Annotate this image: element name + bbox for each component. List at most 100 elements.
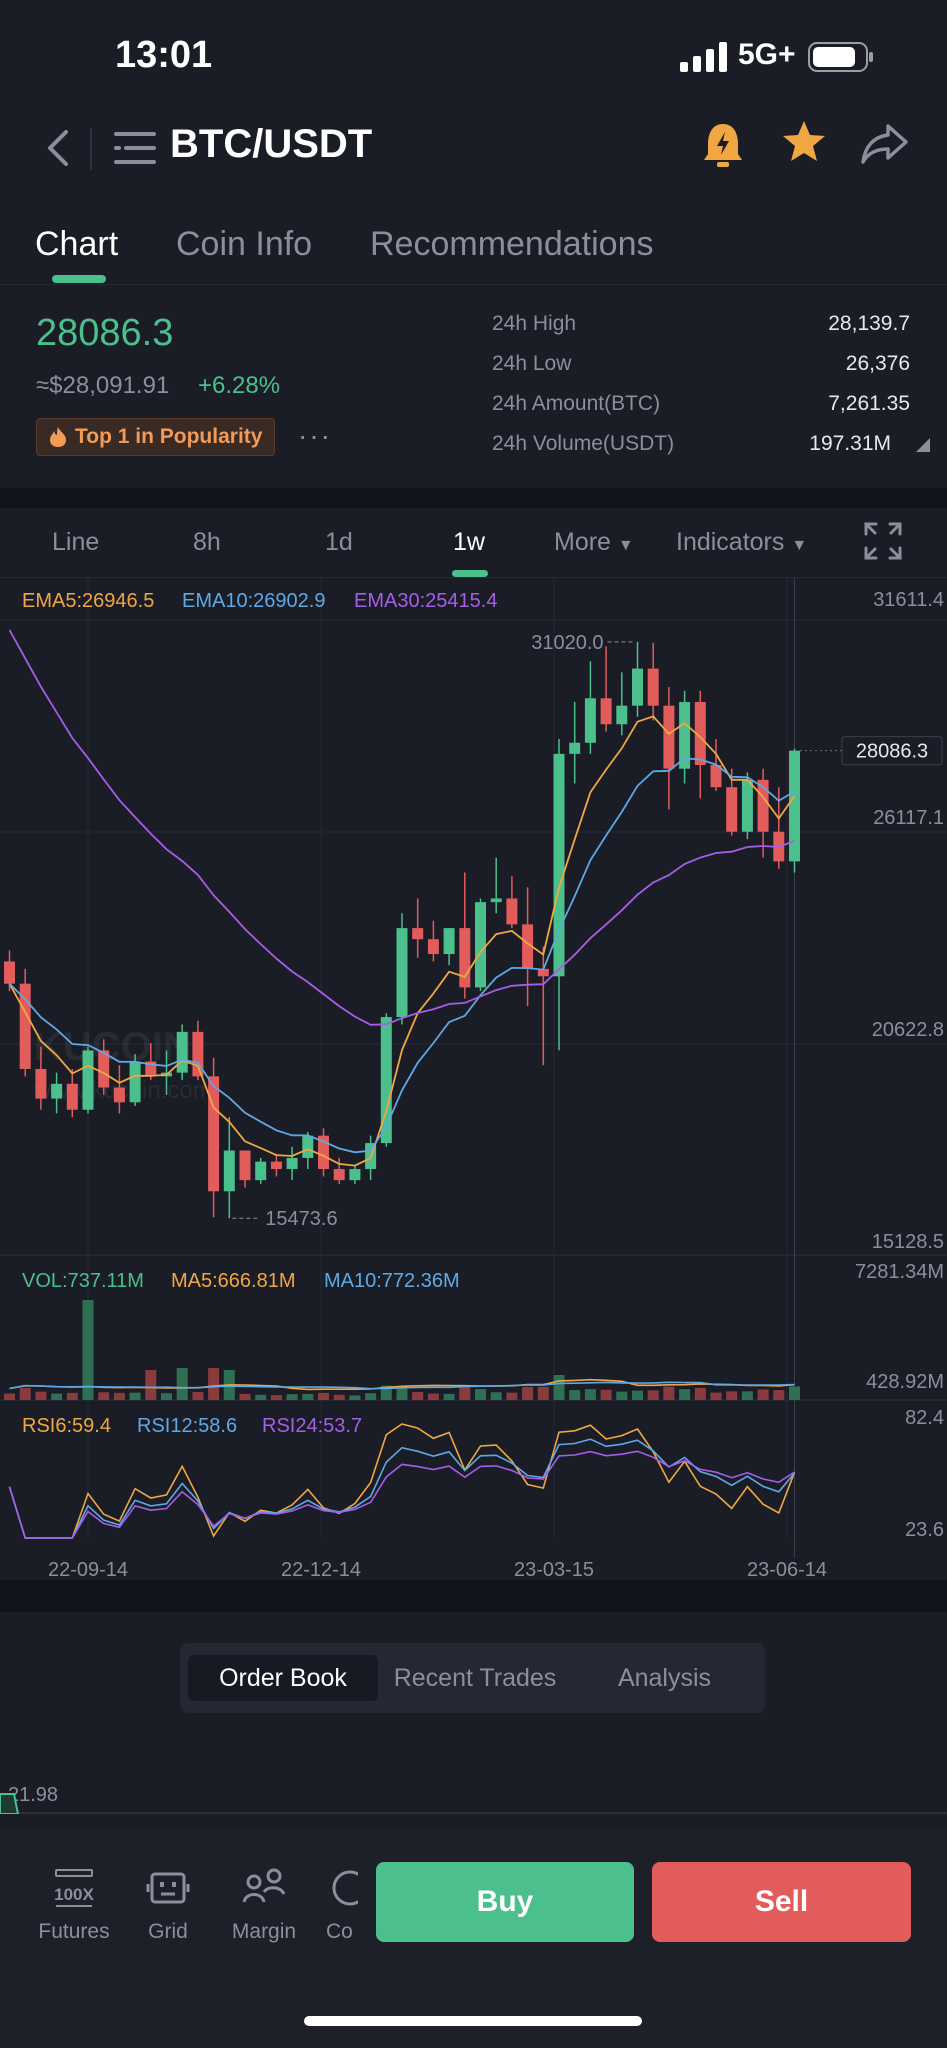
- nav-more[interactable]: Co: [318, 1866, 358, 1944]
- interval-8h[interactable]: 8h: [193, 528, 221, 556]
- volume-bar: [286, 1394, 298, 1400]
- fullscreen-icon[interactable]: [864, 522, 902, 560]
- vol-ma10-line: [9, 1381, 795, 1390]
- nav-grid[interactable]: Grid: [128, 1866, 208, 1944]
- rsi24-legend: RSI24:53.7: [262, 1415, 363, 1437]
- candle: [192, 1031, 204, 1077]
- tab-recent-trades[interactable]: Recent Trades: [393, 1663, 557, 1692]
- candle: [333, 1169, 345, 1181]
- tab-coin-info[interactable]: Coin Info: [176, 225, 313, 263]
- rsi12-line: [8, 1438, 796, 1539]
- volume-bar: [741, 1391, 753, 1400]
- chart-labels: 31020.0 15473.6 28086.3 31611.4 26117.1 20622…: [48, 589, 944, 1580]
- tab-chart[interactable]: Chart: [35, 225, 119, 263]
- stat-label-volume: 24h Volume(USDT): [492, 432, 675, 455]
- volume-bar: [584, 1389, 596, 1400]
- x-tick-label: 22-12-14: [281, 1559, 361, 1580]
- volume-bars: [4, 1300, 800, 1400]
- battery-icon: [808, 42, 873, 72]
- candle: [270, 1161, 282, 1170]
- volume-bar: [365, 1393, 377, 1400]
- volume-bar: [396, 1387, 408, 1400]
- ema5-legend: EMA5:26946.5: [22, 590, 155, 612]
- interval-1w[interactable]: 1w: [453, 528, 485, 556]
- candles: [4, 641, 800, 1219]
- candle: [82, 1050, 94, 1110]
- more-dots-icon[interactable]: ···: [298, 420, 332, 451]
- candle: [427, 939, 439, 955]
- candle: [663, 705, 675, 769]
- tab-recommendations[interactable]: Recommendations: [370, 225, 654, 263]
- y-tick-label: 31611.4: [873, 589, 944, 611]
- orderbook-tabs: Order Book Recent Trades Analysis: [180, 1643, 765, 1713]
- y-tick-label: 26117.1: [873, 807, 944, 829]
- pair-title[interactable]: BTC/USDT: [170, 122, 373, 166]
- stat-value-high: 28,139.7: [828, 312, 910, 335]
- rsi12-legend: RSI12:58.6: [137, 1415, 238, 1437]
- candle: [208, 1076, 220, 1192]
- high-marker-label: 31020.0: [531, 632, 603, 654]
- depth-curve: [0, 1793, 20, 1814]
- candle: [412, 928, 424, 940]
- ema10-legend: EMA10:26902.9: [182, 590, 326, 612]
- section-divider-bottom: [0, 1580, 947, 1612]
- popularity-badge[interactable]: Top 1 in Popularity: [36, 418, 276, 456]
- nav-futures-label: Futures: [38, 1920, 110, 1943]
- stat-label-amount: 24h Amount(BTC): [492, 392, 661, 415]
- header-divider: [90, 128, 92, 170]
- price-alert-icon[interactable]: [700, 120, 746, 168]
- candle: [789, 750, 800, 862]
- candle: [396, 928, 408, 1018]
- volume-bar: [616, 1391, 628, 1400]
- candle: [318, 1135, 329, 1170]
- nav-margin[interactable]: Margin: [224, 1866, 304, 1944]
- nav-futures[interactable]: 100X Futures: [34, 1866, 114, 1944]
- candle: [647, 668, 659, 706]
- rsi6-line: [8, 1423, 796, 1539]
- indicators-label: Indicators: [676, 528, 785, 556]
- menu-icon[interactable]: [114, 128, 156, 168]
- candle: [679, 701, 691, 769]
- share-icon[interactable]: [860, 122, 908, 166]
- nav-margin-label: Margin: [231, 1920, 297, 1943]
- candle: [537, 968, 549, 977]
- candle: [35, 1068, 47, 1099]
- vol-tick-label: 7281.34M: [855, 1261, 944, 1283]
- volume-bar: [333, 1394, 345, 1400]
- more-intervals[interactable]: More ▼: [554, 528, 634, 557]
- stat-label-low: 24h Low: [492, 352, 572, 375]
- copy-trading-icon: [332, 1870, 358, 1906]
- indicators-menu[interactable]: Indicators ▼: [676, 528, 807, 557]
- candle: [176, 1031, 188, 1073]
- rsi-tick-label: 23.6: [905, 1519, 944, 1541]
- candle: [694, 701, 706, 765]
- favorite-star-icon[interactable]: [780, 118, 828, 166]
- futures-icon-text: 100X: [54, 1885, 94, 1904]
- interval-1d[interactable]: 1d: [325, 528, 353, 556]
- tab-analysis[interactable]: Analysis: [617, 1663, 712, 1692]
- volume-bar: [51, 1393, 63, 1400]
- tab-order-book[interactable]: Order Book: [188, 1655, 378, 1701]
- candlestick-chart[interactable]: KUCOINwww.kucoin.com 31020.015473.628086…: [0, 578, 947, 1580]
- more-intervals-label: More: [554, 528, 611, 556]
- volume-bar: [145, 1370, 157, 1400]
- last-price: 28086.3: [36, 312, 174, 354]
- volume-bar: [647, 1390, 659, 1400]
- buy-button[interactable]: Buy: [376, 1862, 634, 1942]
- volume-bar: [679, 1389, 691, 1400]
- back-icon[interactable]: [44, 128, 74, 168]
- candle: [302, 1135, 314, 1158]
- candle: [553, 753, 565, 977]
- volume-bar: [208, 1368, 220, 1400]
- ma10-legend: MA10:772.36M: [324, 1270, 460, 1292]
- ema30-line: [8, 629, 795, 1026]
- candle: [632, 668, 643, 706]
- volume-bar: [553, 1375, 565, 1400]
- interval-line[interactable]: Line: [52, 528, 100, 556]
- candle: [616, 705, 628, 725]
- depth-value: 21.98: [8, 1784, 59, 1806]
- popularity-badge-label: Top 1 in Popularity: [75, 425, 263, 448]
- candle: [349, 1169, 361, 1181]
- nav-grid-label: Grid: [148, 1920, 188, 1943]
- sell-button[interactable]: Sell: [652, 1862, 911, 1942]
